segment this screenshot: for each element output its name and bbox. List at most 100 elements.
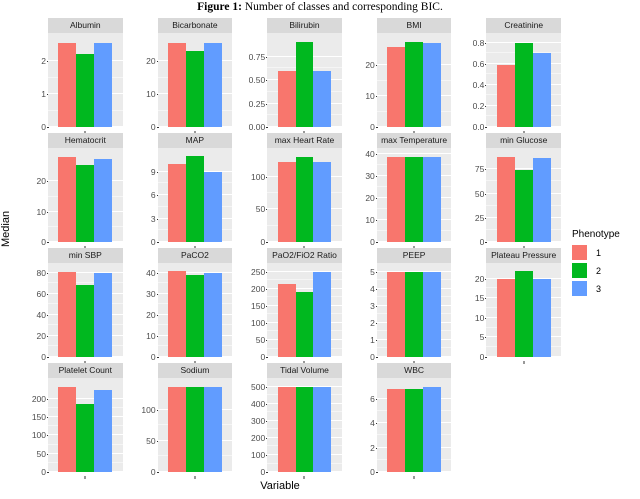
panel-wrapper: Sodium (157, 363, 233, 479)
panel-wrapper: Creatinine (486, 18, 561, 134)
y-axis: 0 100 200 300 400 500 (235, 363, 269, 476)
facet-strip: Bilirubin (267, 18, 342, 33)
bar-phenotype-1 (168, 163, 186, 242)
panel-wrapper: MAP (157, 133, 233, 249)
y-axis-tick-label: 150 (31, 412, 46, 423)
x-axis-tick (303, 476, 305, 479)
y-axis-tick-label: 0 (150, 352, 156, 362)
plot-panel (267, 378, 342, 472)
y-axis-tick-label: 0 (41, 352, 46, 362)
x-tick-holder (158, 242, 233, 249)
legend-key (572, 281, 587, 296)
y-axis-tick-label: 10 (146, 89, 156, 100)
bar-phenotype-3 (423, 43, 441, 127)
panel-wrapper: PaCO2 (157, 248, 233, 364)
y-axis-tick-label: 20 (146, 56, 156, 67)
panel-wrapper: PEEP (376, 248, 452, 364)
gridline-major (376, 270, 452, 272)
bar-phenotype-3 (203, 386, 222, 472)
y-axis: 0 1 2 (16, 18, 49, 132)
legend-swatch-3 (572, 281, 587, 296)
y-axis-tick-mark (375, 472, 378, 473)
y-axis-tick-mark (156, 357, 159, 358)
gridline-major (376, 152, 452, 154)
y-axis-tick-label: 0 (150, 467, 156, 477)
y-axis-tick-label: 1 (41, 89, 46, 100)
x-axis-tick (194, 246, 196, 249)
plot-panel (48, 33, 123, 127)
y-axis-tick-label: 10 (365, 214, 375, 225)
x-axis-tick (303, 361, 305, 364)
y-axis: 0 1 2 3 4 5 (345, 248, 378, 361)
facet-panel: 0 10 20 Hematocrit (16, 133, 123, 249)
y-axis-tick-label: 0 (370, 237, 375, 247)
bar-phenotype-2 (514, 170, 533, 242)
y-axis-tick-mark (47, 472, 49, 473)
y-axis: 0 5 10 15 20 (454, 248, 488, 361)
bar-phenotype-3 (313, 162, 332, 242)
panel-wrapper: Bilirubin (267, 18, 342, 134)
bar-group (377, 148, 452, 242)
gridline-major (267, 385, 342, 387)
plot-panel (157, 148, 233, 242)
y-axis-tick-label: 50 (474, 188, 485, 199)
y-axis-tick-label: 100 (251, 317, 266, 328)
facet-panel: 0 1 2 3 4 5 PEEP (345, 248, 452, 364)
y-axis-tick-label: 60 (36, 288, 46, 299)
y-axis-tick-mark (47, 127, 49, 128)
bar-phenotype-3 (313, 271, 332, 357)
bar-group (48, 33, 123, 127)
y-axis: 0 10 20 30 40 (126, 248, 159, 362)
y-axis-tick-mark (47, 242, 49, 243)
y-axis: 0 50 100 150 200 250 (235, 248, 269, 361)
bar-phenotype-2 (76, 54, 95, 127)
y-axis-tick-mark (375, 357, 378, 358)
y-axis-tick-label: 0 (41, 122, 46, 132)
y-axis-tick-label: 200 (31, 393, 46, 404)
legend-key (572, 245, 587, 260)
legend-item: 3 (572, 281, 640, 296)
bar-phenotype-2 (295, 157, 314, 242)
figure-caption-label: Figure 1: (197, 1, 242, 13)
plot-panel (48, 378, 123, 472)
x-tick-holder (486, 357, 561, 364)
y-axis-tick-label: 4 (370, 418, 375, 429)
legend-item: 2 (572, 263, 640, 278)
legend-label: 3 (596, 283, 602, 294)
bar-phenotype-3 (94, 158, 113, 242)
bar-phenotype-3 (94, 389, 113, 472)
bar-phenotype-1 (168, 386, 186, 472)
y-axis-tick-label: 2 (370, 317, 375, 328)
facet-strip: PaO2/FiO2 Ratio (267, 248, 342, 263)
gridline-major (486, 41, 561, 43)
plot-panel (157, 378, 233, 472)
x-axis-tick (194, 476, 196, 479)
facet-strip-label: Albumin (69, 20, 101, 30)
bar-phenotype-1 (496, 278, 515, 357)
facet-strip-label: BMI (406, 20, 422, 30)
bar-group (267, 263, 342, 357)
facet-strip: Plateau Pressure (486, 248, 561, 263)
panel-wrapper: Albumin (48, 18, 123, 134)
bar-group (158, 148, 233, 242)
y-axis-tick-mark (156, 472, 159, 473)
bar-group (48, 263, 123, 357)
y-axis: 0.00 0.25 0.50 0.75 (235, 18, 269, 131)
bar-group (267, 378, 342, 472)
facet-strip: Platelet Count (48, 363, 123, 378)
bar-phenotype-1 (387, 157, 406, 242)
plot-panel (157, 263, 233, 357)
x-tick-holder (158, 127, 233, 134)
y-axis-tick-mark (266, 357, 269, 358)
bar-phenotype-1 (58, 271, 77, 357)
x-tick-holder (267, 127, 342, 134)
bar-phenotype-2 (295, 42, 314, 127)
bar-phenotype-3 (423, 157, 441, 242)
bar-group (48, 378, 123, 472)
bar-phenotype-1 (496, 156, 515, 242)
facet-strip-label: Plateau Pressure (491, 250, 557, 260)
x-tick-holder (377, 357, 452, 364)
bar-phenotype-2 (405, 41, 424, 127)
y-axis-tick-label: 10 (36, 206, 46, 217)
facet-panel: 0 3 6 9 MAP (126, 133, 233, 249)
